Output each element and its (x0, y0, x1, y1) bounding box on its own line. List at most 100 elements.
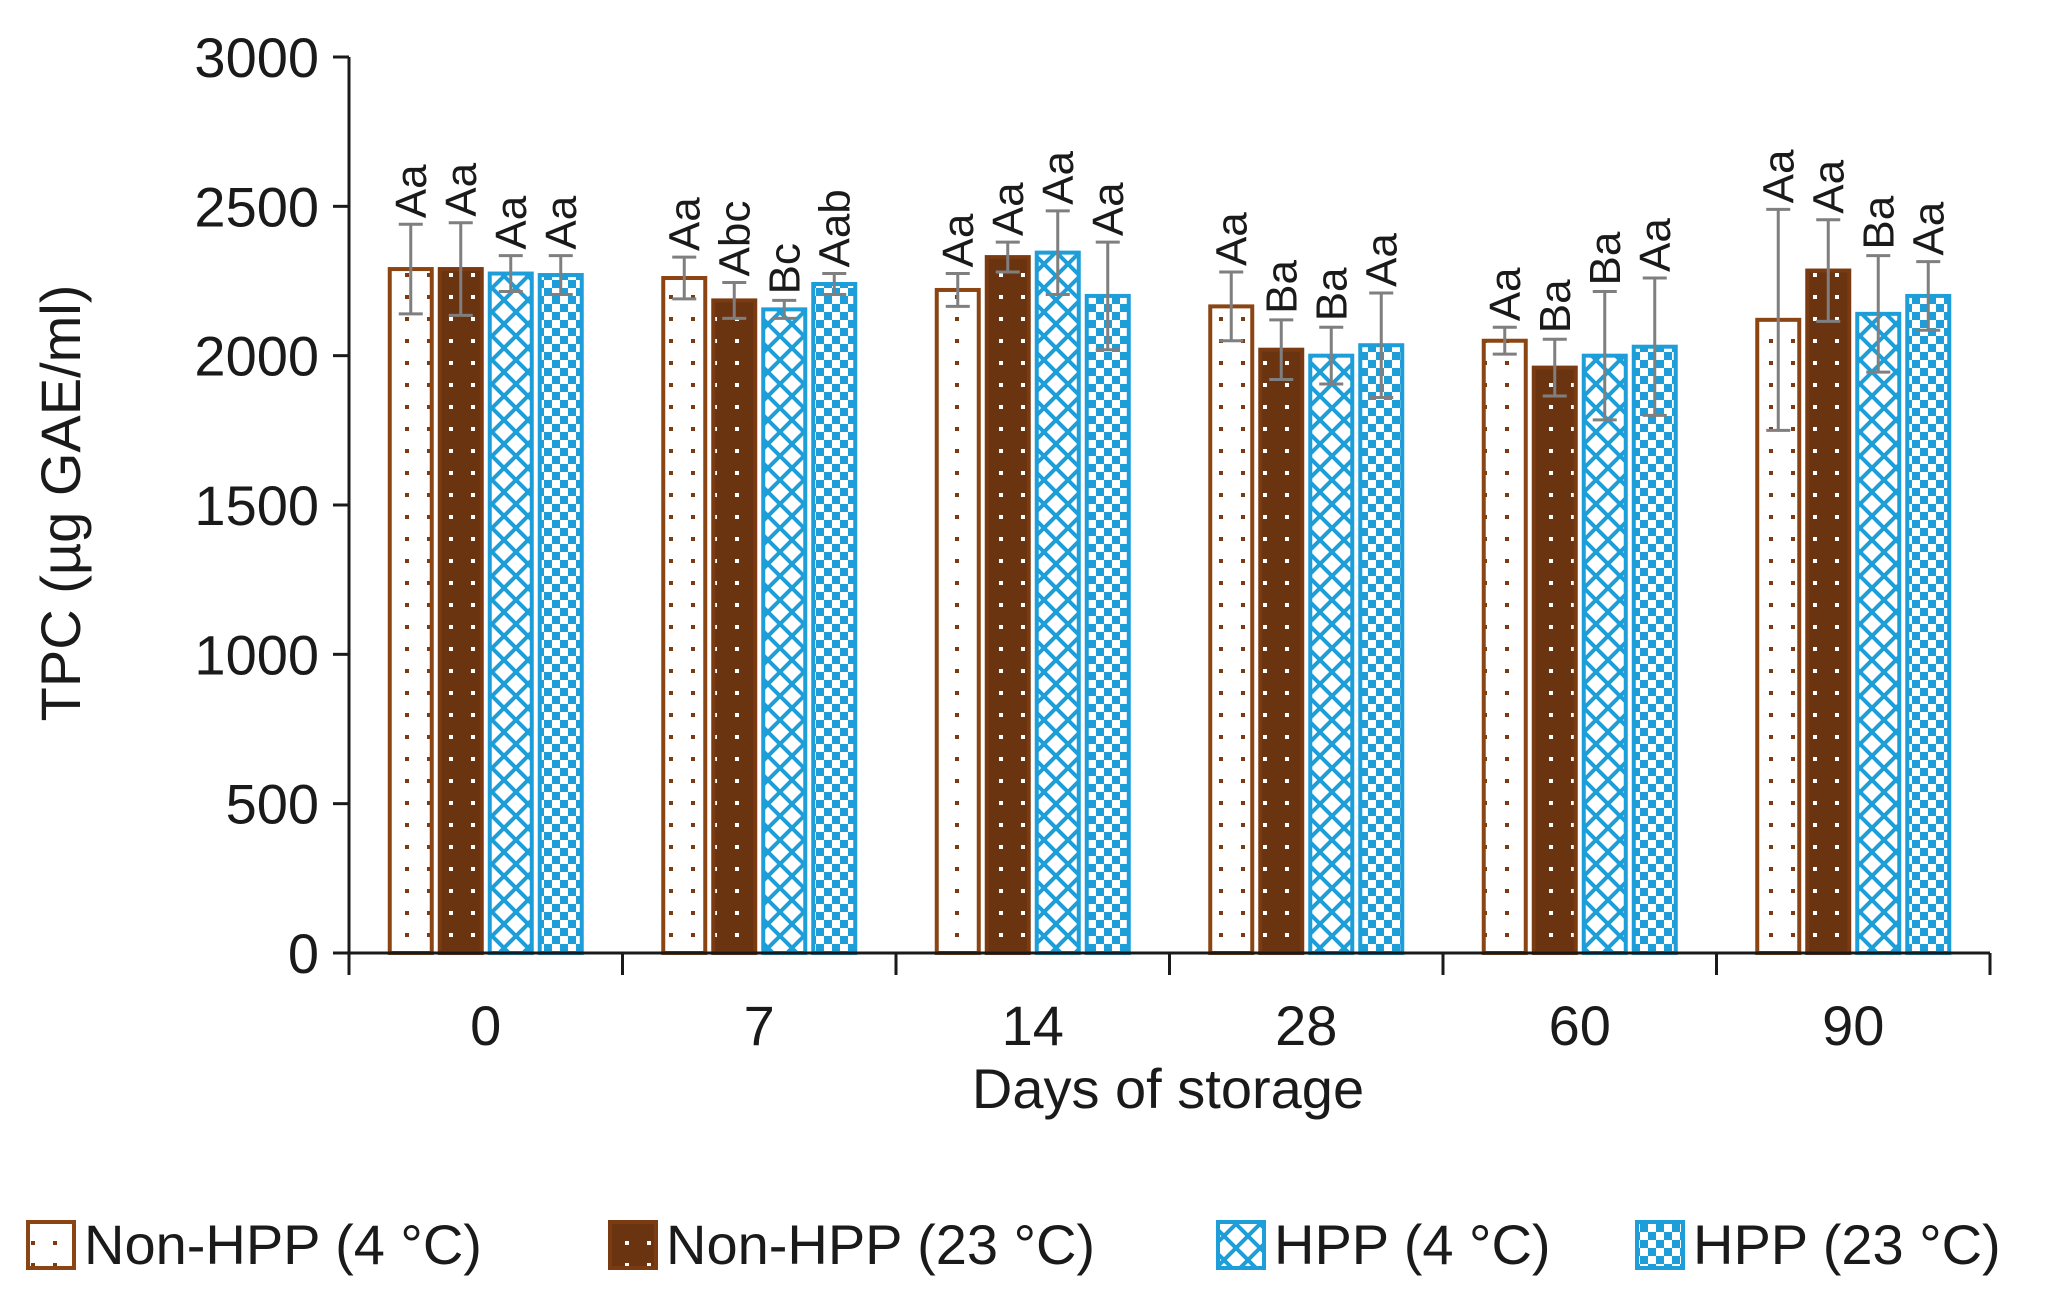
error-bar-1-5 (1816, 218, 1841, 323)
x-tick-label-3: 28 (1275, 994, 1337, 1057)
error-bar-3-3 (1369, 291, 1394, 399)
significance-label-0-2: Aa (934, 213, 983, 267)
y-tick-label-6: 3000 (194, 26, 319, 89)
x-tick-label-5: 90 (1822, 994, 1884, 1057)
bar-3-5 (1905, 293, 1952, 955)
legend-swatch-2 (1216, 1220, 1266, 1270)
legend-label-3: HPP (23 °C) (1693, 1213, 2001, 1276)
y-tick-label-0: 0 (288, 922, 319, 985)
y-tick-label-4: 2000 (194, 325, 319, 388)
legend: Non-HPP (4 °C) Non-HPP (23 °C) HPP (4 °C) H… (26, 1213, 2001, 1276)
x-tick-label-2: 14 (1002, 994, 1064, 1057)
bars-layer (387, 250, 1952, 956)
significance-label-0-4: Aa (1481, 267, 1530, 321)
legend-swatch-3 (1635, 1220, 1685, 1270)
bar-1-5 (1805, 268, 1852, 955)
error-bar-0-3 (1219, 270, 1244, 343)
legend-item-2: HPP (4 °C) (1216, 1213, 1551, 1276)
legend-swatch-0 (26, 1220, 76, 1270)
legend-item-0: Non-HPP (4 °C) (26, 1213, 482, 1276)
bar-1-0 (437, 267, 484, 955)
bar-0-0 (387, 267, 434, 955)
error-bar-1-0 (448, 221, 473, 317)
significance-label-1-1: Abc (710, 201, 759, 277)
bar-2-2 (1034, 250, 1081, 956)
error-bar-0-2 (945, 272, 970, 308)
significance-label-3-4: Aa (1631, 218, 1680, 272)
bar-0-3 (1208, 304, 1255, 955)
error-bar-2-0 (498, 254, 523, 293)
y-tick-label-5: 2500 (194, 175, 319, 238)
bar-0-2 (934, 287, 981, 955)
x-tick-label-0: 0 (470, 994, 501, 1057)
y-tick-label-3: 1500 (194, 474, 319, 537)
significance-label-3-3: Aa (1357, 233, 1406, 287)
bar-1-2 (984, 255, 1031, 955)
bar-1-4 (1531, 365, 1578, 955)
significance-label-2-4: Ba (1581, 231, 1630, 285)
bar-3-0 (537, 273, 584, 955)
significance-label-2-5: Ba (1854, 195, 1903, 249)
significance-label-1-0: Aa (437, 162, 486, 216)
x-tick-label-1: 7 (744, 994, 775, 1057)
bar-0-4 (1481, 338, 1528, 955)
significance-label-0-0: Aa (387, 164, 436, 218)
significance-label-3-2: Aa (1084, 182, 1133, 236)
error-bar-3-0 (548, 254, 573, 296)
ticks-layer: 0 500 1000 1500 2000 2500 3000 0 7 14 28 60 90 (194, 26, 1992, 1057)
y-axis-title: TPC (µg GAE/ml) (29, 285, 92, 722)
bar-1-3 (1258, 347, 1305, 955)
legend-label-1: Non-HPP (23 °C) (666, 1213, 1095, 1276)
error-bar-3-4 (1642, 276, 1667, 417)
significance-label-1-2: Aa (984, 182, 1033, 236)
bar-3-4 (1631, 344, 1678, 955)
y-tick-label-1: 500 (226, 773, 319, 836)
x-axis-title: Days of storage (972, 1057, 1364, 1120)
error-bar-2-1 (772, 298, 797, 320)
significance-label-3-1: Aab (810, 189, 859, 267)
significance-label-1-4: Ba (1531, 279, 1580, 333)
x-tick-label-4: 60 (1549, 994, 1611, 1057)
bar-0-1 (661, 276, 708, 956)
error-bar-0-1 (672, 255, 697, 301)
significance-label-0-1: Aa (660, 197, 709, 251)
legend-label-0: Non-HPP (4 °C) (84, 1213, 482, 1276)
axes-layer (347, 57, 1990, 955)
bar-2-1 (761, 307, 808, 955)
significance-label-1-3: Ba (1257, 259, 1306, 313)
significance-label-2-2: Aa (1034, 150, 1083, 204)
error-bar-1-4 (1542, 337, 1567, 398)
bar-1-1 (711, 298, 758, 955)
error-bar-2-3 (1319, 325, 1344, 386)
significance-label-2-1: Bc (760, 243, 809, 294)
error-bar-2-4 (1592, 289, 1617, 422)
significance-label-3-5: Aa (1904, 201, 1953, 255)
bar-3-1 (811, 281, 858, 955)
error-bar-2-5 (1866, 254, 1891, 374)
bar-3-3 (1358, 343, 1405, 956)
error-bar-1-2 (995, 240, 1020, 274)
error-bar-1-3 (1269, 318, 1294, 382)
error-bar-3-2 (1095, 240, 1120, 352)
significance-label-1-5: Aa (1804, 159, 1853, 213)
y-tick-label-2: 1000 (194, 623, 319, 686)
bar-2-5 (1855, 311, 1902, 955)
bar-3-2 (1084, 293, 1131, 955)
error-bar-2-2 (1045, 209, 1070, 296)
error-bars-layer (398, 207, 1941, 432)
legend-item-3: HPP (23 °C) (1635, 1213, 2001, 1276)
significance-label-2-0: Aa (487, 195, 536, 249)
legend-swatch-1 (608, 1220, 658, 1270)
error-bar-3-5 (1916, 260, 1941, 332)
significance-label-3-0: Aa (537, 195, 586, 249)
significance-label-2-3: Ba (1307, 267, 1356, 321)
significance-label-0-3: Aa (1207, 212, 1256, 266)
bar-2-0 (487, 271, 534, 955)
significance-label-0-5: Aa (1754, 149, 1803, 203)
error-bar-0-4 (1492, 325, 1517, 356)
error-bar-0-0 (398, 222, 423, 316)
bar-2-3 (1308, 353, 1355, 955)
